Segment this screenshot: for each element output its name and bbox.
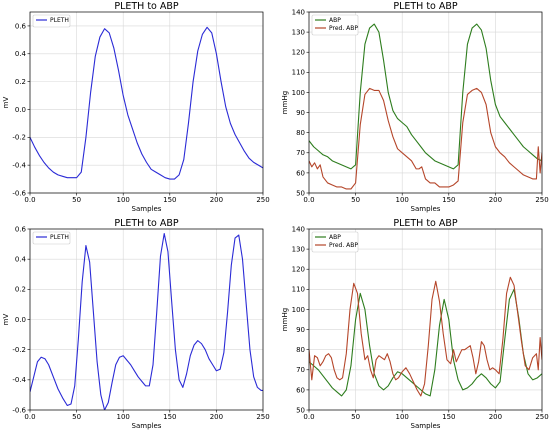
- y-tick-label: 0.4: [15, 256, 27, 264]
- x-tick-label: 250: [256, 196, 269, 204]
- y-tick-label: 0.0: [15, 106, 26, 114]
- x-tick-label: 100: [117, 196, 130, 204]
- y-axis-label: mV: [2, 313, 10, 325]
- y-tick-label: 140: [292, 8, 305, 16]
- panel-bottom-left: 0.0 50 100 150 200 250 -0.6 -0.4 -0.2 0.0 0.2 0.4 0.…: [2, 218, 270, 430]
- y-tick-label: -0.2: [12, 134, 26, 142]
- y-tick-label: 100: [292, 89, 305, 97]
- y-tick-label: 60: [296, 386, 305, 394]
- y-tick-label: -0.6: [12, 406, 26, 414]
- y-tick-label: 0.0: [15, 316, 26, 324]
- x-tick-label: 200: [210, 413, 223, 421]
- x-axis-label: Samples: [411, 205, 441, 213]
- panel-top-right: 0.0 50 100 150 200 25050607080901001101201301…: [281, 1, 549, 213]
- x-axis-label: Samples: [132, 205, 162, 213]
- y-tick-label: 130: [292, 29, 305, 37]
- y-tick-label: 50: [296, 406, 305, 414]
- y-tick-label: 50: [296, 189, 305, 197]
- plot-frame: [308, 11, 543, 194]
- x-tick-label: 250: [535, 196, 548, 204]
- x-axis-label: Samples: [132, 422, 162, 430]
- x-tick-label: 50: [72, 196, 81, 204]
- y-tick-label: 110: [292, 69, 305, 77]
- y-tick-label: 70: [296, 366, 305, 374]
- chart-title: PLETH to ABP: [114, 1, 179, 12]
- y-tick-label: 130: [292, 246, 305, 254]
- x-tick-label: 250: [535, 413, 548, 421]
- y-tick-label: 140: [292, 225, 305, 233]
- y-tick-label: 0.4: [15, 50, 27, 58]
- chart-title: PLETH to ABP: [114, 218, 179, 229]
- y-tick-label: -0.2: [12, 346, 26, 354]
- y-tick-label: 0.2: [15, 78, 26, 86]
- series-line-abp: [309, 23, 542, 170]
- chart-title: PLETH to ABP: [393, 218, 458, 229]
- y-tick-label: 60: [296, 169, 305, 177]
- plot-frame: [29, 11, 264, 194]
- x-tick-label: 100: [396, 196, 409, 204]
- x-tick-label: 200: [489, 413, 502, 421]
- legend: PLETH: [32, 231, 71, 245]
- legend-label: PLETH: [50, 234, 69, 241]
- series-line-abp: [309, 288, 542, 397]
- x-tick-label: 200: [210, 196, 223, 204]
- x-tick-label: 250: [256, 413, 269, 421]
- x-tick-label: 50: [72, 413, 81, 421]
- series-line-pleth: [30, 26, 263, 180]
- chart-title: PLETH to ABP: [393, 1, 458, 12]
- series-line-pred-abp: [309, 276, 542, 397]
- panel-bottom-right: 0.0 50 100 150 200 25050607080901001101201301…: [281, 218, 549, 430]
- y-tick-label: 0.6: [15, 225, 27, 233]
- y-tick-label: -0.4: [12, 162, 26, 170]
- y-tick-label: -0.6: [12, 189, 26, 197]
- legend-label: ABP: [329, 234, 341, 241]
- y-tick-label: 0.6: [15, 22, 27, 30]
- y-axis-label: mmHg: [281, 91, 289, 114]
- y-tick-label: 90: [296, 326, 305, 334]
- x-tick-label: 150: [163, 413, 176, 421]
- y-tick-label: 90: [296, 109, 305, 117]
- y-tick-label: -0.4: [12, 376, 26, 384]
- y-tick-label: 120: [292, 266, 305, 274]
- y-tick-label: 80: [296, 129, 305, 137]
- legend-box: [32, 231, 71, 245]
- x-tick-label: 150: [163, 196, 176, 204]
- x-tick-label: 100: [117, 413, 130, 421]
- x-axis-label: Samples: [411, 422, 441, 430]
- legend-label: Pred. ABP: [329, 242, 358, 249]
- y-axis-label: mmHg: [281, 308, 289, 331]
- x-tick-label: 0.0: [24, 413, 35, 421]
- x-tick-label: 150: [442, 413, 455, 421]
- x-tick-label: 50: [351, 196, 360, 204]
- legend-label: ABP: [329, 17, 341, 24]
- panel-top-left: 0.0 50 100 150 200 250 -0.6 -0.4 -0.2 0.0 0.2 0.4 0.…: [2, 1, 270, 213]
- x-tick-label: 50: [351, 413, 360, 421]
- y-tick-label: 80: [296, 346, 305, 354]
- x-tick-label: 100: [396, 413, 409, 421]
- y-tick-label: 70: [296, 149, 305, 157]
- y-axis-label: mV: [2, 96, 10, 108]
- x-tick-label: 0.0: [303, 196, 314, 204]
- series-line-pleth: [30, 232, 263, 410]
- y-tick-label: 0.2: [15, 286, 26, 294]
- series-line-pred-abp: [309, 87, 542, 190]
- legend-label: PLETH: [50, 17, 69, 24]
- y-tick-label: 100: [292, 306, 305, 314]
- y-tick-label: 110: [292, 286, 305, 294]
- x-tick-label: 0.0: [24, 196, 35, 204]
- plot-frame: [308, 228, 543, 411]
- x-tick-label: 200: [489, 196, 502, 204]
- x-tick-label: 150: [442, 196, 455, 204]
- x-tick-label: 0.0: [303, 413, 314, 421]
- y-tick-label: 120: [292, 49, 305, 57]
- legend-label: Pred. ABP: [329, 25, 358, 32]
- legend-box: [32, 14, 71, 28]
- legend: PLETH: [32, 14, 71, 28]
